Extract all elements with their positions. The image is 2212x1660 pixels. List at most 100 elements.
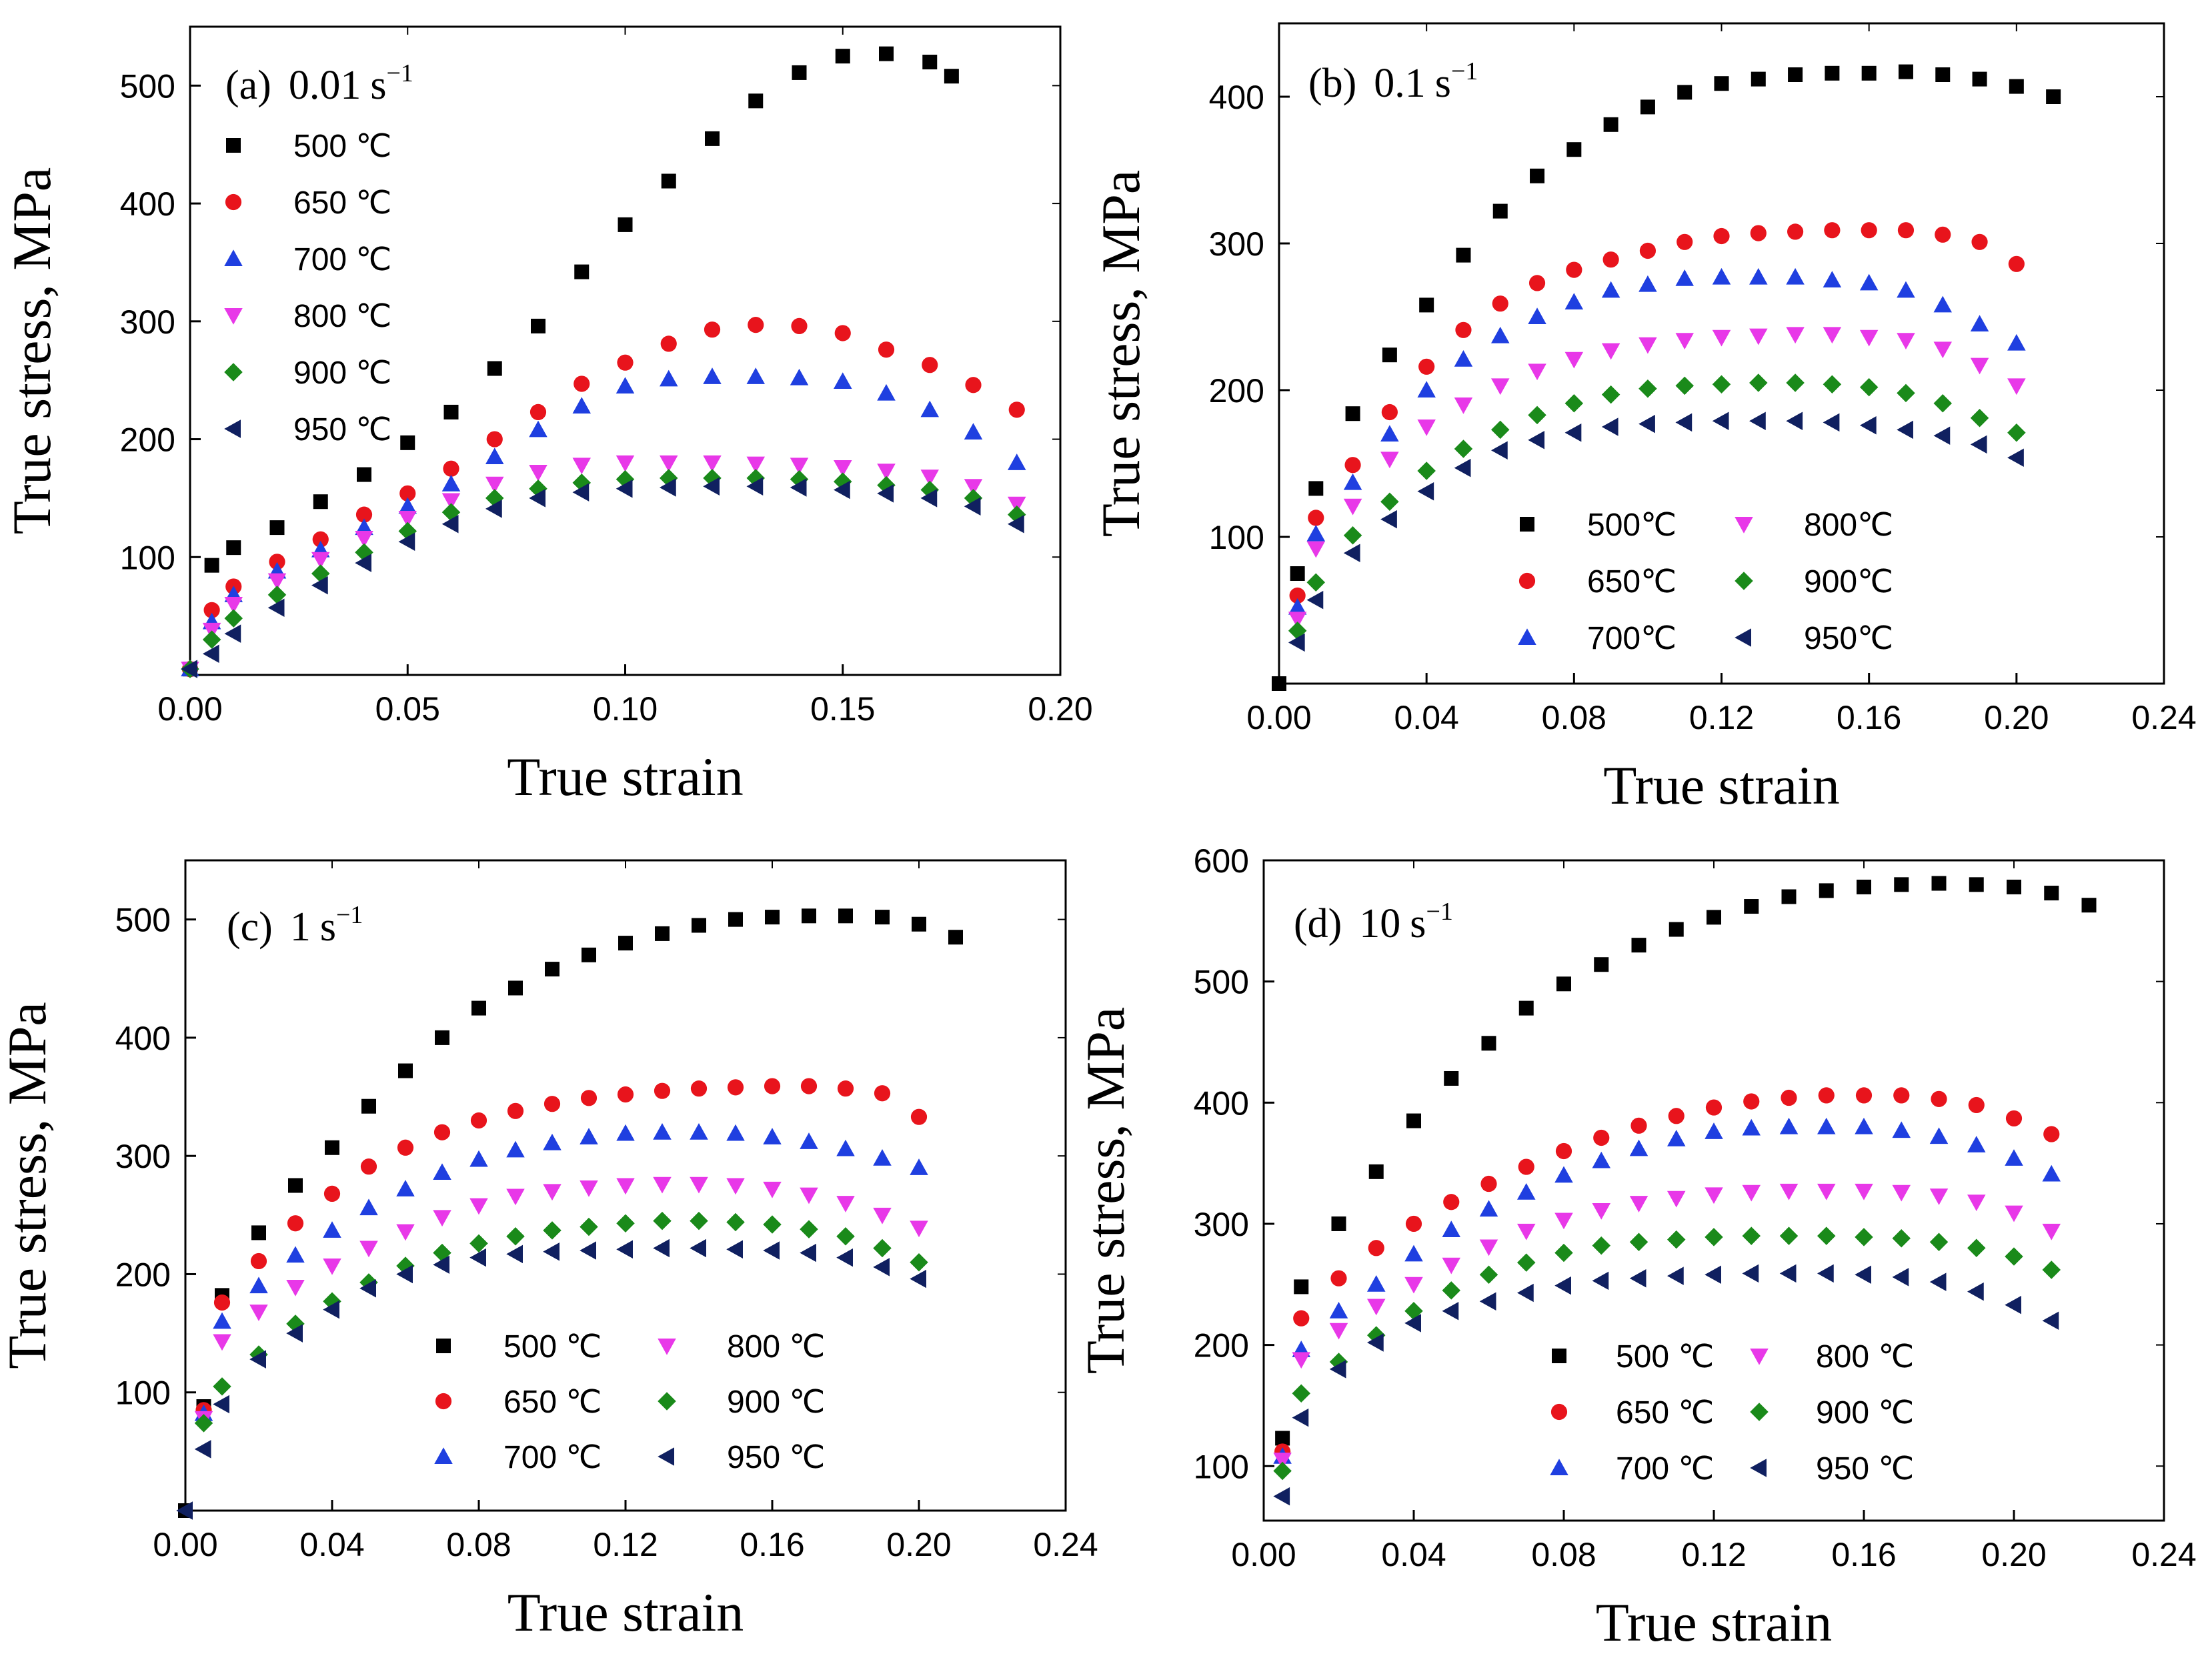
data-point <box>1823 375 1842 393</box>
data-point <box>1787 223 1804 240</box>
data-point <box>1667 1267 1684 1285</box>
data-point <box>763 1215 782 1234</box>
strain-rate-unit: s <box>1435 61 1451 106</box>
data-point <box>790 368 809 385</box>
data-point <box>2042 1261 2061 1279</box>
data-point <box>1528 363 1546 381</box>
data-point <box>792 65 807 80</box>
legend-marker <box>1735 517 1753 534</box>
data-point <box>746 456 765 474</box>
data-point <box>1705 1228 1723 1247</box>
data-point <box>873 1207 892 1224</box>
legend-marker <box>658 1447 674 1466</box>
data-point <box>836 1139 855 1156</box>
x-tick-label: 0.00 <box>1246 699 1311 736</box>
data-point <box>506 1244 523 1264</box>
data-point <box>748 317 764 333</box>
strain-rate-unit: s <box>370 63 386 108</box>
data-point <box>176 1501 193 1520</box>
series-1 <box>195 1078 928 1419</box>
y-tick-label: 300 <box>115 1138 171 1175</box>
data-point <box>910 1253 928 1272</box>
data-point <box>2042 1223 2061 1240</box>
x-axis-label: True strain <box>507 1582 744 1643</box>
data-point <box>1419 297 1434 313</box>
data-point <box>1603 117 1618 132</box>
data-point <box>543 1133 562 1150</box>
data-point <box>396 1180 415 1196</box>
data-point <box>1675 413 1693 432</box>
legend-marker <box>1518 572 1536 590</box>
data-point <box>1443 1194 1460 1210</box>
data-point <box>1779 1264 1797 1283</box>
legend-marker <box>224 363 243 381</box>
y-axis-label: True stress, MPa <box>0 1002 57 1369</box>
data-point <box>1855 1087 1873 1104</box>
legend-marker <box>1750 1349 1769 1365</box>
data-point <box>574 264 590 279</box>
data-point <box>543 1221 562 1240</box>
panel-title: (d) 10 s−1 <box>1294 898 1453 946</box>
legend-marker <box>1735 572 1753 590</box>
panel-b: 0.00 0.04 0.08 0.12 0.16 0.20 0.24 100 200 300 400… <box>1090 22 2197 816</box>
data-point <box>224 596 243 614</box>
data-point <box>690 1176 708 1194</box>
data-point <box>910 1269 926 1289</box>
data-point <box>790 458 809 475</box>
x-tick-label: 0.08 <box>1531 1536 1596 1573</box>
data-point <box>213 1334 231 1351</box>
data-point <box>1933 426 1951 445</box>
data-point <box>249 1350 266 1369</box>
data-point <box>398 497 417 514</box>
data-point <box>1675 269 1694 286</box>
data-point <box>1289 587 1306 604</box>
data-point <box>1594 957 1609 972</box>
data-point <box>873 1258 890 1277</box>
data-point <box>763 1241 780 1260</box>
legend-marker <box>1750 1459 1767 1477</box>
x-tick-label: 0.04 <box>1381 1536 1446 1573</box>
data-point <box>1677 233 1693 250</box>
y-tick-label: 100 <box>1194 1448 1249 1485</box>
data-point <box>746 367 765 384</box>
x-tick-label: 0.10 <box>593 690 658 728</box>
data-point <box>1417 420 1436 436</box>
legend-marker <box>224 308 243 325</box>
data-point <box>1368 1164 1384 1179</box>
legend-marker <box>1735 628 1751 647</box>
x-tick-label: 0.15 <box>810 690 875 728</box>
data-point <box>2007 333 2026 351</box>
legend-label: 800 ℃ <box>727 1329 825 1365</box>
data-point <box>1008 401 1025 418</box>
legend-label: 900 ℃ <box>727 1385 825 1420</box>
data-point <box>1894 877 1909 892</box>
data-point <box>1444 1070 1459 1086</box>
y-tick-label: 500 <box>1194 964 1249 1001</box>
series-3 <box>181 455 1026 678</box>
data-point <box>1675 333 1694 349</box>
data-point <box>1344 457 1361 474</box>
data-point <box>1292 1384 1310 1403</box>
data-point <box>838 908 853 924</box>
data-point <box>485 500 502 518</box>
legend-label: 500℃ <box>1587 508 1677 543</box>
data-point <box>1593 1129 1610 1146</box>
data-point <box>1330 1270 1347 1287</box>
data-point <box>726 1212 745 1232</box>
x-tick-label: 0.00 <box>153 1526 217 1563</box>
data-point <box>1972 71 1987 87</box>
data-point <box>582 947 596 962</box>
data-point <box>250 1253 267 1270</box>
panel-title: (a) 0.01 s−1 <box>225 59 413 108</box>
y-tick-label: 200 <box>120 422 175 459</box>
data-point <box>1638 414 1655 434</box>
data-point <box>2044 886 2059 901</box>
data-point <box>1818 1087 1835 1104</box>
data-point <box>572 397 591 414</box>
data-point <box>1417 462 1436 480</box>
series-3 <box>1273 1183 2061 1469</box>
series-0 <box>1272 64 2061 691</box>
data-point <box>1933 341 1952 359</box>
data-point <box>1306 590 1324 610</box>
y-tick-label: 100 <box>1209 519 1264 556</box>
